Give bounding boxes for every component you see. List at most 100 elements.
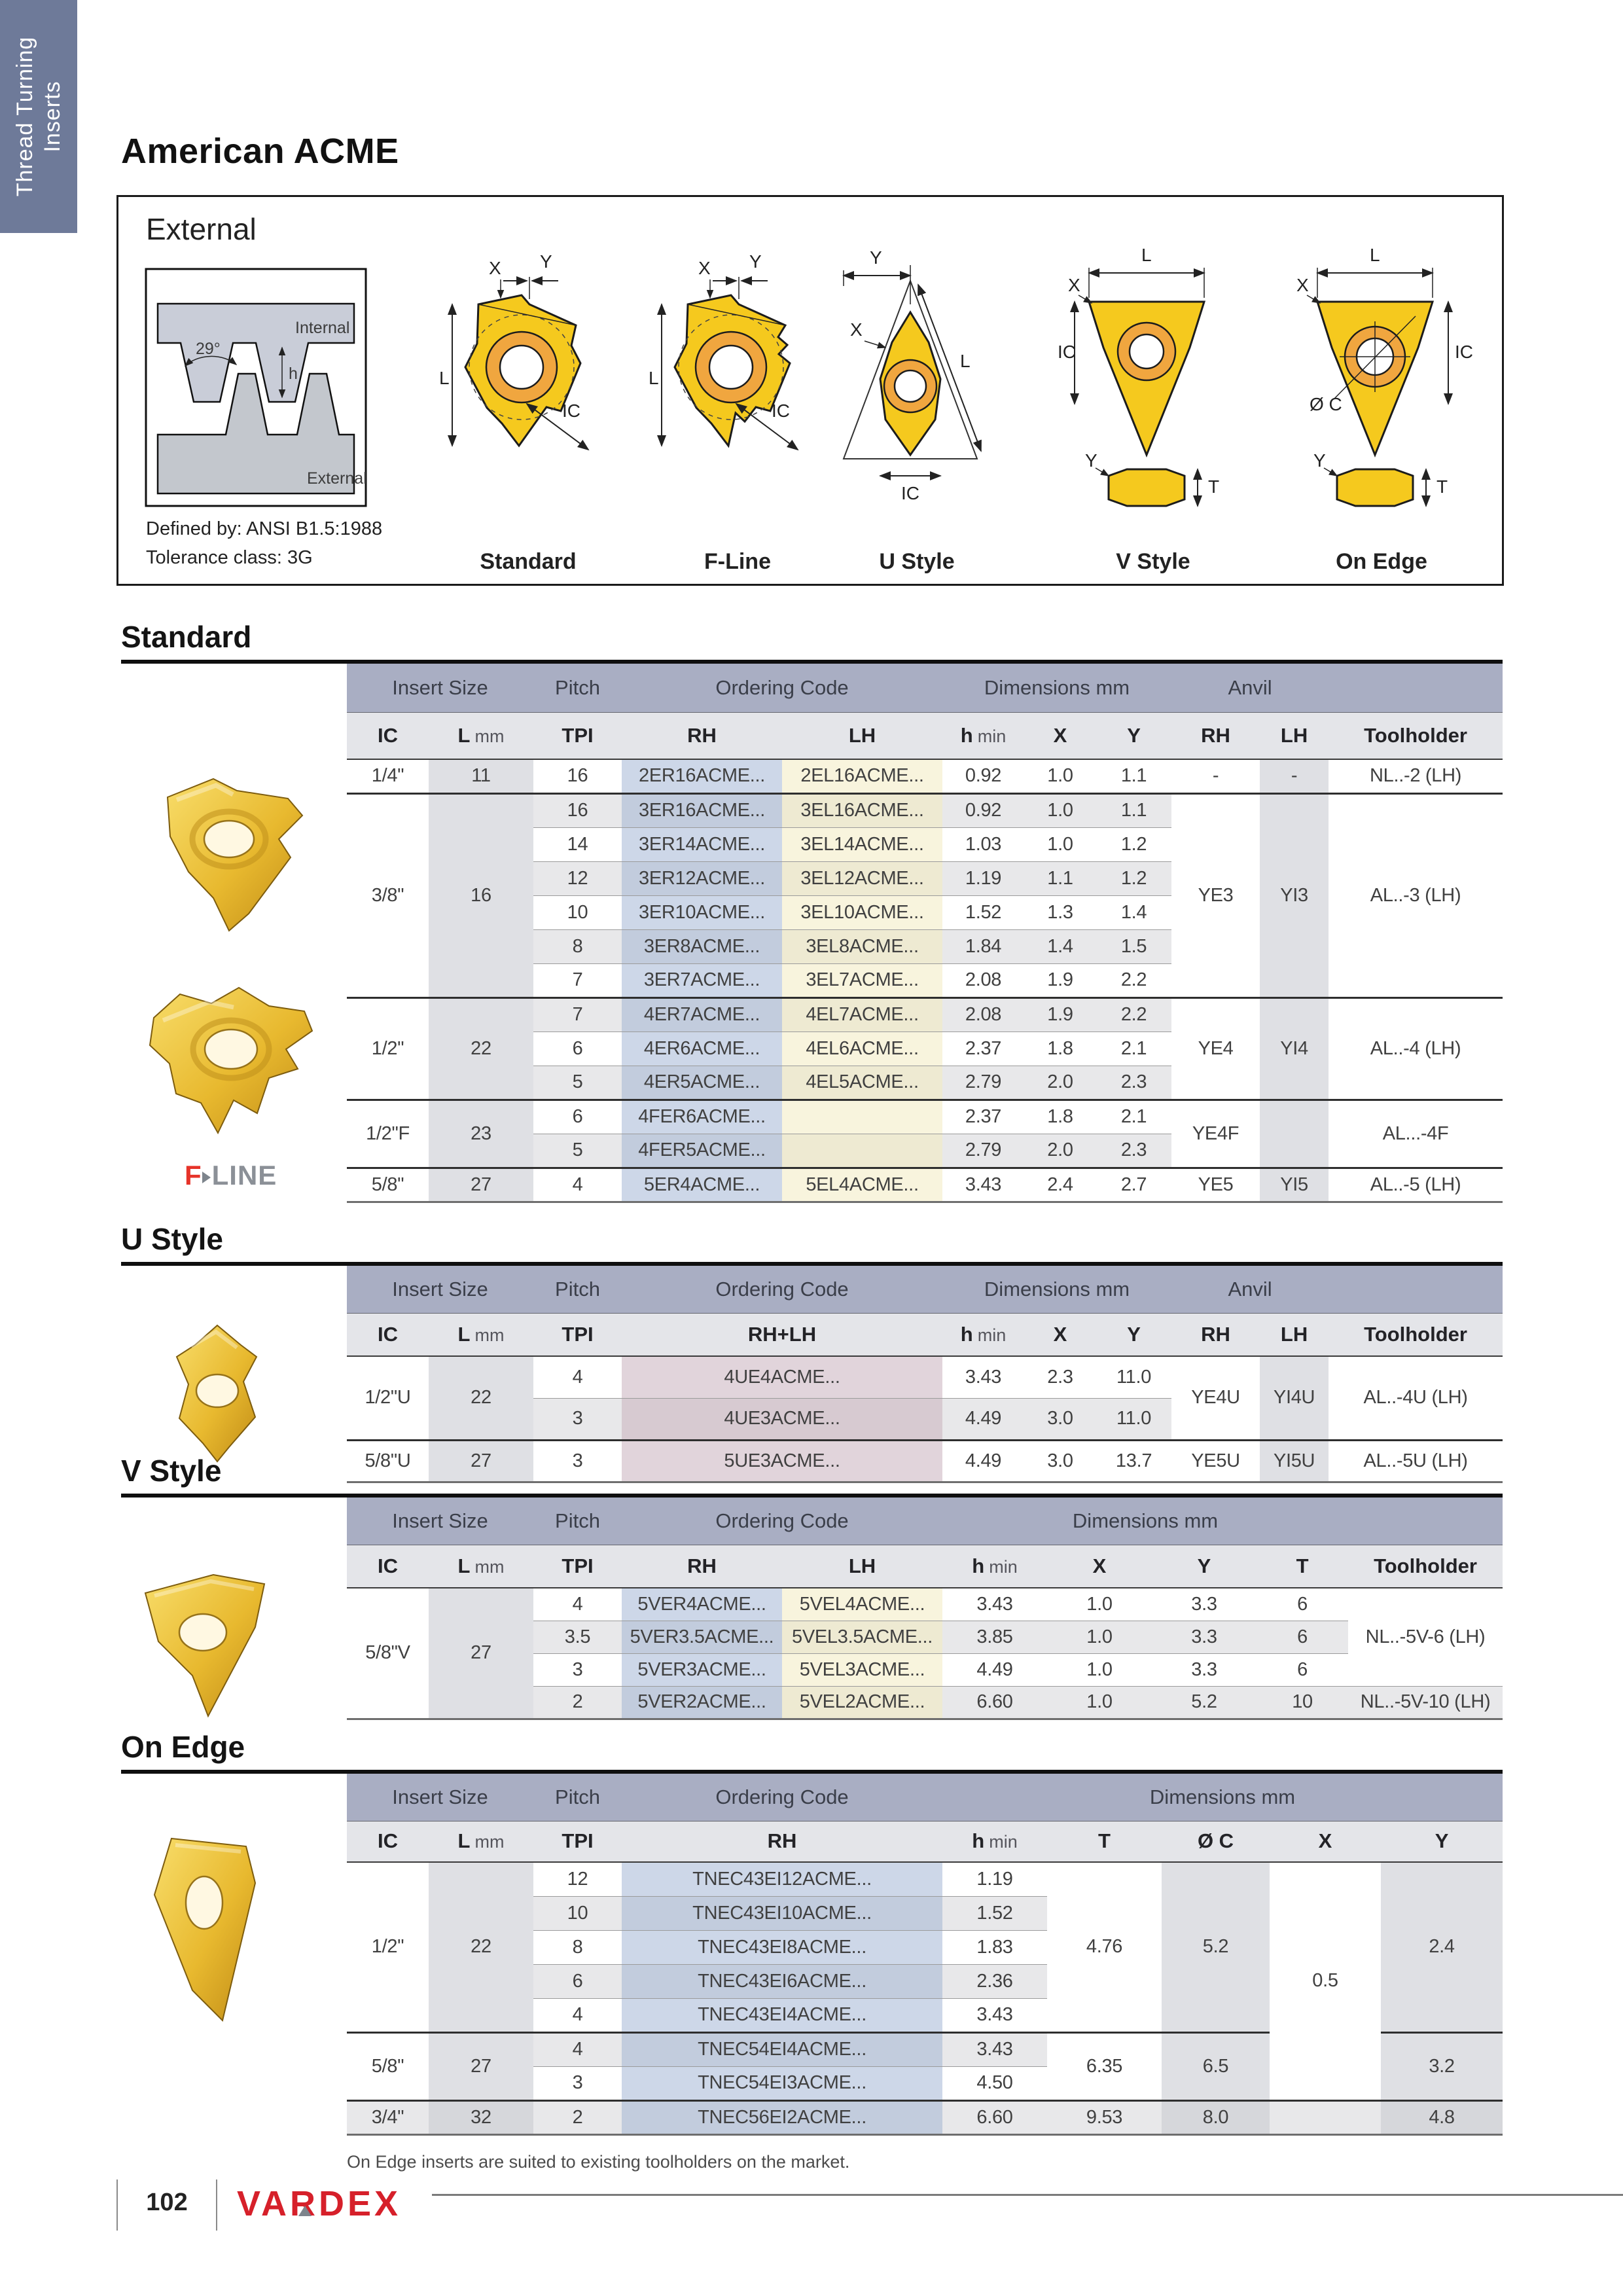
table-cell: 3EL7ACME... <box>782 963 943 999</box>
table-cell: 16 <box>533 759 622 795</box>
table-cell: 1.0 <box>1047 1686 1152 1720</box>
group-header: Insert Size <box>347 1774 534 1821</box>
svg-text:L: L <box>1370 245 1380 265</box>
table-cell: 3ER10ACME... <box>622 895 783 930</box>
brand-logo: VARDEX <box>237 2183 401 2224</box>
table-cell: 12 <box>533 1862 622 1897</box>
svg-text:X: X <box>1296 275 1309 295</box>
section-heading-ustyle: U Style <box>121 1222 223 1256</box>
table-cell: 4.76 <box>1047 1862 1162 2034</box>
table-cell: 3.3 <box>1152 1653 1257 1687</box>
table-cell: 3.3 <box>1152 1621 1257 1654</box>
table-cell: 1.9 <box>1024 997 1097 1032</box>
table-cell: 1/2"U <box>347 1356 429 1441</box>
svg-text:X: X <box>489 258 501 278</box>
table-cell: 3.43 <box>942 1588 1048 1621</box>
table-cell: 3ER12ACME... <box>622 861 783 896</box>
group-header: Dimensions mm <box>942 1774 1503 1821</box>
table-cell: 8 <box>533 929 622 964</box>
table-cell: 5.2 <box>1152 1686 1257 1720</box>
group-header: Insert Size <box>347 1498 534 1545</box>
thread-external-label: External <box>307 469 367 488</box>
table-cell: YE4U <box>1171 1356 1260 1441</box>
table-cell: 2.36 <box>942 1964 1048 1999</box>
table-cell: 1.03 <box>942 827 1025 862</box>
table-cell: 7 <box>533 997 622 1032</box>
table-cell: 4FER6ACME... <box>622 1100 783 1134</box>
svg-text:X: X <box>1068 275 1080 295</box>
table-cell: TNEC43EI8ACME... <box>622 1930 943 1965</box>
tolerance-text: Tolerance class: 3G <box>146 547 313 568</box>
table-cell: 1.4 <box>1024 929 1097 964</box>
table-cell: 2.2 <box>1096 997 1172 1032</box>
table-cell: YE4F <box>1171 1100 1260 1169</box>
group-header <box>1348 1498 1503 1545</box>
table-cell: YI4 <box>1260 997 1329 1101</box>
table-cell: 5VER3ACME... <box>622 1653 783 1687</box>
group-header: Ordering Code <box>622 664 943 713</box>
table-cell: 5/8"U <box>347 1440 429 1483</box>
table-cell: 1.3 <box>1024 895 1097 930</box>
svg-text:Y: Y <box>540 251 552 272</box>
column-header: RH+LH <box>622 1313 943 1357</box>
table-cell: 4UE3ACME... <box>622 1398 943 1441</box>
column-header: TPI <box>533 712 622 760</box>
column-header: RH <box>622 1545 783 1588</box>
table-cell: 4.8 <box>1381 2100 1503 2136</box>
table-cell: 2.3 <box>1024 1356 1097 1399</box>
page-title: American ACME <box>121 132 399 171</box>
group-header: Insert Size <box>347 664 534 713</box>
table-cell: 5 <box>533 1134 622 1169</box>
column-header: IC <box>347 1821 429 1863</box>
table-cell: 3.0 <box>1024 1440 1097 1483</box>
sidebar-tab-line1: Thread Turning <box>12 36 37 197</box>
table-cell: 3 <box>533 1653 622 1687</box>
table-cell: 4 <box>533 1168 622 1203</box>
table-cell: 6 <box>1257 1653 1349 1687</box>
table-cell: 4 <box>533 1588 622 1621</box>
table-cell: YI4U <box>1260 1356 1329 1441</box>
table-cell: 3 <box>533 1398 622 1441</box>
rule-ustyle <box>121 1262 1503 1266</box>
group-header: Dimensions mm <box>942 1498 1349 1545</box>
sidebar-tab-line2: Inserts <box>40 81 65 152</box>
table-cell: 14 <box>533 827 622 862</box>
table-cell: 2 <box>533 2100 622 2136</box>
table-cell: 1.2 <box>1096 861 1172 896</box>
standard-style-diagram: L Y X IC <box>439 251 590 451</box>
table-cell: YE3 <box>1171 793 1260 999</box>
table-cell: 5/8" <box>347 2032 429 2102</box>
svg-text:L: L <box>649 368 659 388</box>
table-cell: 3EL12ACME... <box>782 861 943 896</box>
table-cell: 1.0 <box>1024 827 1097 862</box>
table-cell: 1.8 <box>1024 1100 1097 1134</box>
group-header: Insert Size <box>347 1266 534 1314</box>
table-cell: YI5U <box>1260 1440 1329 1483</box>
table-cell: 4 <box>533 2032 622 2067</box>
table-cell: 3EL10ACME... <box>782 895 943 930</box>
column-header: Toolholder <box>1329 1313 1503 1357</box>
footer-divider-2 <box>216 2179 217 2231</box>
table-cell: YI3 <box>1260 793 1329 999</box>
table-ustyle: Insert Size Pitch Ordering Code Dimensions … <box>347 1266 1503 1483</box>
column-header: X <box>1024 712 1097 760</box>
table-cell: 3/4" <box>347 2100 429 2136</box>
table-cell: - <box>1260 759 1329 795</box>
table-cell: 6 <box>533 1031 622 1066</box>
table-cell: AL..-5 (LH) <box>1329 1168 1503 1203</box>
table-cell: 1.5 <box>1096 929 1172 964</box>
table-cell: 5VER2ACME... <box>622 1686 783 1720</box>
group-header: Anvil <box>1171 1266 1329 1314</box>
table-cell: 1.1 <box>1024 861 1097 896</box>
table-cell: 2 <box>533 1686 622 1720</box>
group-header: Ordering Code <box>622 1498 943 1545</box>
table-cell: AL...-4F <box>1329 1100 1503 1169</box>
table-cell: 3.5 <box>533 1621 622 1654</box>
standard-insert-photo <box>166 778 304 932</box>
fline-logo: F LINE <box>185 1160 277 1191</box>
table-cell: 2.3 <box>1096 1066 1172 1101</box>
table-cell: 1.0 <box>1047 1588 1152 1621</box>
